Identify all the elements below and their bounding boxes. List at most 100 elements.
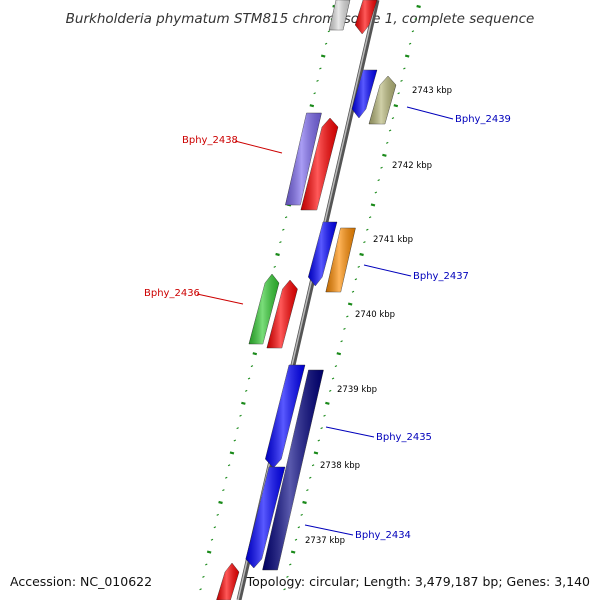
gene-label[interactable]: Bphy_2437 [413,271,469,282]
tick-mark [408,42,412,45]
outer-tick-track-right [283,4,421,591]
label-leader-line [304,524,354,536]
kbp-label: 2742 kbp [392,161,432,171]
tick-mark [328,389,332,392]
tick-mark [216,513,219,516]
tick-mark [279,241,282,244]
tick-mark [290,550,296,554]
tick-mark [306,489,309,492]
tick-mark [324,42,328,45]
tick-mark [400,79,403,82]
gene-arrow-shade [351,70,377,118]
gene-arrow-shade [300,118,338,210]
tick-mark [351,290,355,293]
gene-arrow-shade [245,467,285,568]
tick-mark [210,538,214,541]
kbp-labels: 2743 kbp 2742 kbp 2741 kbp 2740 kbp 2739 kbp… [305,86,452,546]
tick-mark [382,153,387,157]
tick-mark [404,54,410,58]
gene-label[interactable]: Bphy_2438 [182,135,238,146]
tick-mark [317,439,321,442]
tick-mark [302,500,307,505]
tick-mark [340,340,343,343]
gene-arrow-shade [265,365,305,468]
tick-mark [227,464,231,467]
tick-mark [205,563,208,566]
gene-arrow-shade [216,563,239,600]
gene-arrow-shade [262,370,324,570]
tick-mark [239,414,242,417]
tick-mark [313,92,316,95]
tick-mark [363,241,366,244]
tick-mark [199,588,202,591]
tick-mark [222,489,225,492]
tick-mark [300,513,303,516]
tick-mark [331,377,335,380]
tick-mark [336,352,342,356]
tick-mark [247,377,251,380]
tick-mark [334,365,338,368]
label-leader-line [234,140,283,154]
tick-mark [380,166,383,169]
tick-mark [377,179,380,182]
tick-mark [289,563,292,566]
tick-mark [319,67,322,70]
gene-arrow-shade [368,76,396,124]
kbp-label: 2737 kbp [305,536,345,546]
tick-mark [393,104,399,108]
gene-features [216,0,397,600]
tick-mark [343,327,346,330]
tick-mark [368,216,372,219]
gene-arrow-shade [325,228,356,292]
tick-mark [273,265,276,268]
tick-mark [325,401,330,405]
label-leader-line [406,106,454,120]
topology-text: Topology: circular; Length: 3,479,187 bp… [246,574,590,589]
gene-arrow-shade [329,0,350,30]
tick-mark [414,17,418,20]
gene-labels: Bphy_2439 Bphy_2438 Bphy_2437 Bphy_2436 Bphy… [144,106,511,541]
tick-mark [309,104,315,108]
tick-mark [346,315,349,318]
tick-mark [403,67,406,70]
map-title: Burkholderia phymatum STM815 chromosome … [66,11,535,27]
tick-mark [275,252,280,257]
label-leader-line [363,264,412,277]
tick-mark [411,30,415,33]
tick-mark [206,550,212,554]
gene-label[interactable]: Bphy_2435 [376,432,432,443]
tick-mark [323,414,326,417]
gene-arrow-shade [285,113,322,205]
tick-mark [236,427,239,430]
tick-mark [320,54,326,58]
tick-mark [327,30,331,33]
kbp-label: 2740 kbp [355,310,395,320]
tick-mark [391,117,395,120]
tick-mark [311,464,315,467]
gene-label[interactable]: Bphy_2436 [144,288,200,299]
tick-mark [225,476,228,479]
tick-mark [388,129,392,132]
accession-text: Accession: NC_010622 [10,574,152,589]
gene-label[interactable]: Bphy_2434 [355,530,411,541]
tick-mark [313,451,319,455]
tick-mark [347,302,353,306]
tick-mark [244,389,248,392]
tick-mark [252,352,258,356]
gene-arrow-shade [355,0,377,34]
tick-mark [359,252,364,257]
tick-mark [357,265,360,268]
tick-mark [297,526,301,529]
tick-mark [354,278,358,281]
tick-mark [218,500,223,505]
tick-mark [284,216,288,219]
tick-mark [366,228,369,231]
tick-mark [250,365,254,368]
gene-arrow-shade [266,280,298,348]
label-leader-line [196,293,244,305]
tick-mark [286,575,289,578]
kbp-label: 2741 kbp [373,235,413,245]
kbp-label: 2738 kbp [320,461,360,471]
gene-label[interactable]: Bphy_2439 [455,114,511,125]
